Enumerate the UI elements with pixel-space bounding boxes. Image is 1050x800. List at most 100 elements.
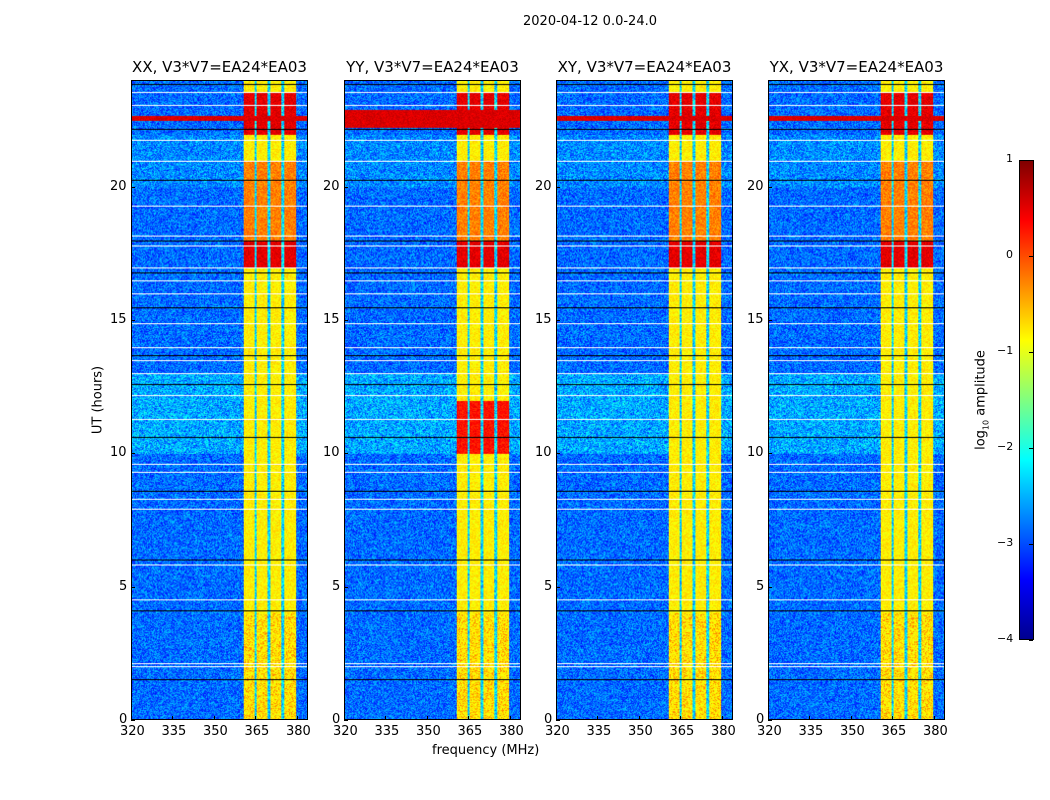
x-tick [509, 716, 511, 720]
panel-title: XY, V3*V7=EA24*EA03 [557, 58, 732, 76]
y-tick-label: 0 [119, 712, 128, 727]
x-axis-label: frequency (MHz) [432, 743, 540, 758]
y-tick [344, 453, 348, 455]
y-tick [768, 586, 772, 588]
y-tick-label: 15 [747, 312, 764, 327]
x-tick [131, 716, 132, 720]
x-tick-label: 320 [757, 724, 782, 739]
y-tick [131, 586, 135, 588]
x-tick-label: 365 [244, 724, 270, 739]
y-tick-label: 10 [323, 445, 340, 461]
x-tick [172, 716, 174, 720]
y-tick [344, 586, 348, 588]
x-tick [638, 716, 640, 720]
y-tick [768, 720, 772, 721]
y-tick [344, 320, 348, 321]
y-axis-label: UT (hours) [90, 365, 106, 435]
y-tick-label: 10 [535, 445, 552, 461]
x-tick-label: 350 [627, 724, 653, 739]
x-tick [426, 716, 428, 720]
x-tick [468, 716, 470, 720]
panel-title: YY, V3*V7=EA24*EA03 [346, 58, 519, 76]
y-tick-label: 20 [110, 178, 127, 194]
y-tick-label: 20 [747, 178, 764, 194]
x-tick-label: 335 [374, 724, 400, 739]
x-tick-label: 335 [586, 724, 612, 739]
x-tick [255, 716, 257, 720]
panel-title: YX, V3*V7=EA24*EA03 [769, 58, 944, 76]
heatmap-panel [556, 80, 733, 720]
x-tick [296, 716, 298, 720]
x-tick-label: 380 [922, 724, 948, 739]
y-tick-label: 5 [119, 578, 128, 594]
x-tick [850, 716, 852, 720]
x-tick-label: 350 [202, 724, 228, 739]
spectrogram-image [769, 81, 944, 719]
y-tick [344, 720, 348, 721]
x-tick [809, 716, 811, 720]
y-tick [768, 453, 772, 455]
y-tick-label: 20 [535, 178, 552, 194]
x-tick-label: 380 [498, 724, 524, 739]
y-tick [131, 453, 135, 455]
x-tick [344, 716, 345, 720]
x-tick [385, 716, 387, 720]
x-tick-label: 365 [669, 724, 695, 739]
x-tick-label: 335 [798, 724, 824, 739]
x-tick [556, 716, 557, 720]
colorbar [1019, 160, 1034, 640]
y-tick [556, 586, 560, 588]
y-tick [131, 186, 135, 188]
colorbar-tick [1029, 352, 1033, 353]
x-tick-label: 335 [161, 724, 187, 739]
x-tick [680, 716, 682, 720]
y-tick [131, 320, 135, 321]
y-tick-label: 0 [756, 712, 765, 727]
heatmap-panel [344, 80, 521, 720]
colorbar-tick-label: −4 [997, 632, 1014, 645]
colorbar-tick [1029, 160, 1033, 161]
y-tick-label: 20 [323, 178, 340, 194]
y-tick-label: 0 [332, 712, 341, 727]
y-tick [556, 186, 560, 188]
panel-title: XX, V3*V7=EA24*EA03 [132, 58, 307, 76]
x-tick-label: 320 [333, 724, 358, 739]
colorbar-tick [1029, 448, 1033, 449]
spectrogram-image [132, 81, 307, 719]
heatmap-panel [131, 80, 308, 720]
x-tick [721, 716, 723, 720]
y-tick-label: 5 [332, 578, 341, 594]
x-tick-label: 320 [545, 724, 570, 739]
x-tick-label: 365 [881, 724, 907, 739]
y-tick-label: 5 [544, 578, 553, 594]
colorbar-tick [1029, 640, 1033, 641]
colorbar-tick-label: −2 [997, 440, 1014, 453]
y-tick [344, 186, 348, 188]
colorbar-tick-label: 1 [1006, 152, 1013, 165]
y-tick [556, 320, 560, 321]
colorbar-label: log10 amplitude [973, 350, 991, 450]
x-tick-label: 320 [120, 724, 145, 739]
x-tick-label: 380 [285, 724, 311, 739]
figure-title: 2020-04-12 0.0-24.0 [523, 14, 657, 29]
y-tick-label: 15 [323, 312, 340, 327]
x-tick-label: 350 [415, 724, 441, 739]
y-tick [768, 186, 772, 188]
spectrogram-image [345, 81, 520, 719]
y-tick [556, 453, 560, 455]
spectrogram-image [557, 81, 732, 719]
colorbar-tick-label: −1 [997, 344, 1014, 357]
colorbar-tick-label: −3 [997, 536, 1014, 549]
colorbar-tick-label: 0 [1006, 248, 1013, 261]
x-tick-label: 350 [839, 724, 865, 739]
colorbar-tick [1029, 544, 1033, 545]
x-tick [768, 716, 769, 720]
x-tick [597, 716, 599, 720]
y-tick-label: 0 [544, 712, 553, 727]
y-tick-label: 10 [747, 445, 764, 461]
y-tick-label: 10 [110, 445, 127, 461]
y-tick [131, 720, 135, 721]
x-tick [933, 716, 935, 720]
x-tick-label: 365 [457, 724, 483, 739]
